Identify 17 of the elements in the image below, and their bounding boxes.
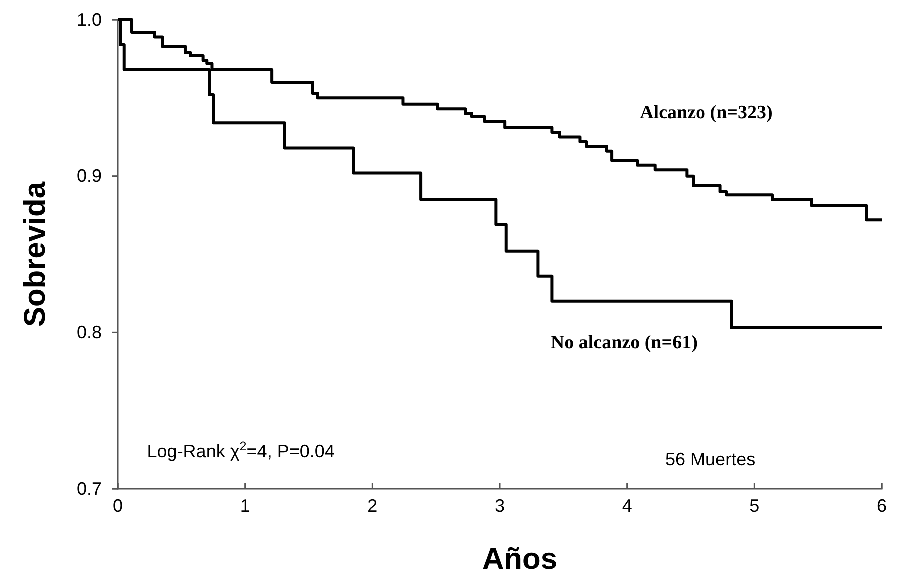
series-label: Alcanzo (n=323) — [640, 102, 773, 124]
x-tick-label: 3 — [494, 496, 506, 516]
x-tick-label: 1 — [240, 496, 250, 516]
x-tick-label: 6 — [876, 496, 888, 516]
x-tick-label: 2 — [368, 496, 378, 516]
annotation: 56 Muertes — [666, 450, 756, 470]
x-tick-label: 5 — [750, 496, 760, 516]
y-tick-label: 0.8 — [76, 322, 102, 342]
annotation: Log-Rank χ$^{2}$=4, P=0.04 — [147, 440, 335, 462]
x-axis-title: Años — [482, 543, 558, 576]
x-tick-label: 4 — [622, 496, 632, 516]
series-label: No alcanzo (n=61) — [550, 332, 698, 354]
y-tick-label: 0.9 — [76, 166, 102, 186]
y-axis-title: Sobrevida — [19, 182, 52, 328]
x-tick-label: 0 — [112, 496, 124, 516]
y-tick-label: 0.7 — [76, 478, 102, 499]
y-tick-label: 1.0 — [76, 10, 102, 30]
